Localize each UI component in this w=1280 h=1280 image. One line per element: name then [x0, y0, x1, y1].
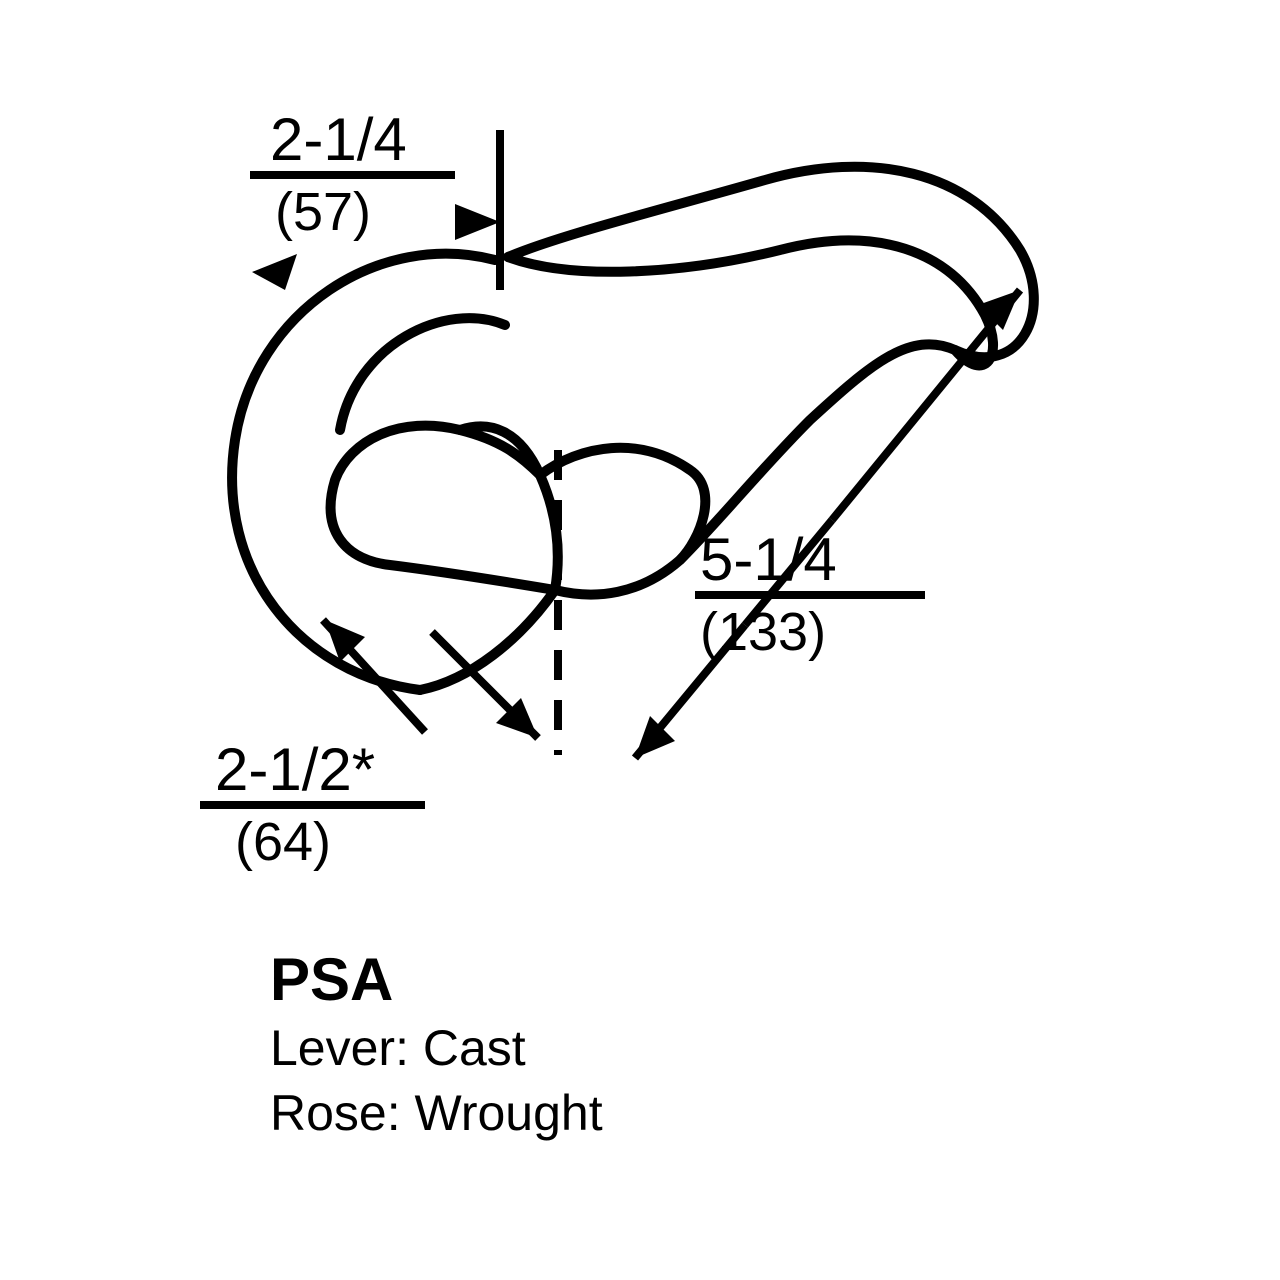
- lever-drawing: [232, 167, 1034, 690]
- spec-rose-value: Wrought: [415, 1085, 603, 1141]
- dim-length-in: 5-1/4: [700, 526, 837, 593]
- hub-top: [340, 318, 505, 430]
- spec-rose: Rose: Wrought: [270, 1085, 603, 1141]
- spec-rose-label: Rose:: [270, 1085, 401, 1141]
- model-title: PSA: [270, 946, 393, 1013]
- dim-return-in: 2-1/2*: [215, 736, 375, 803]
- spec-lever-value: Cast: [423, 1020, 526, 1076]
- dim-length-mm: (133): [700, 602, 826, 662]
- dim-return-mm: (64): [235, 812, 331, 872]
- lever-neck-2: [540, 448, 705, 560]
- dim-length: 5-1/4 (133): [635, 290, 1020, 758]
- spec-block: PSA Lever: Cast Rose: Wrought: [270, 946, 603, 1141]
- spec-lever-label: Lever:: [270, 1020, 409, 1076]
- spec-lever: Lever: Cast: [270, 1020, 526, 1076]
- dim-rose-mm: (57): [275, 182, 371, 242]
- dim-rose-in: 2-1/4: [270, 106, 407, 173]
